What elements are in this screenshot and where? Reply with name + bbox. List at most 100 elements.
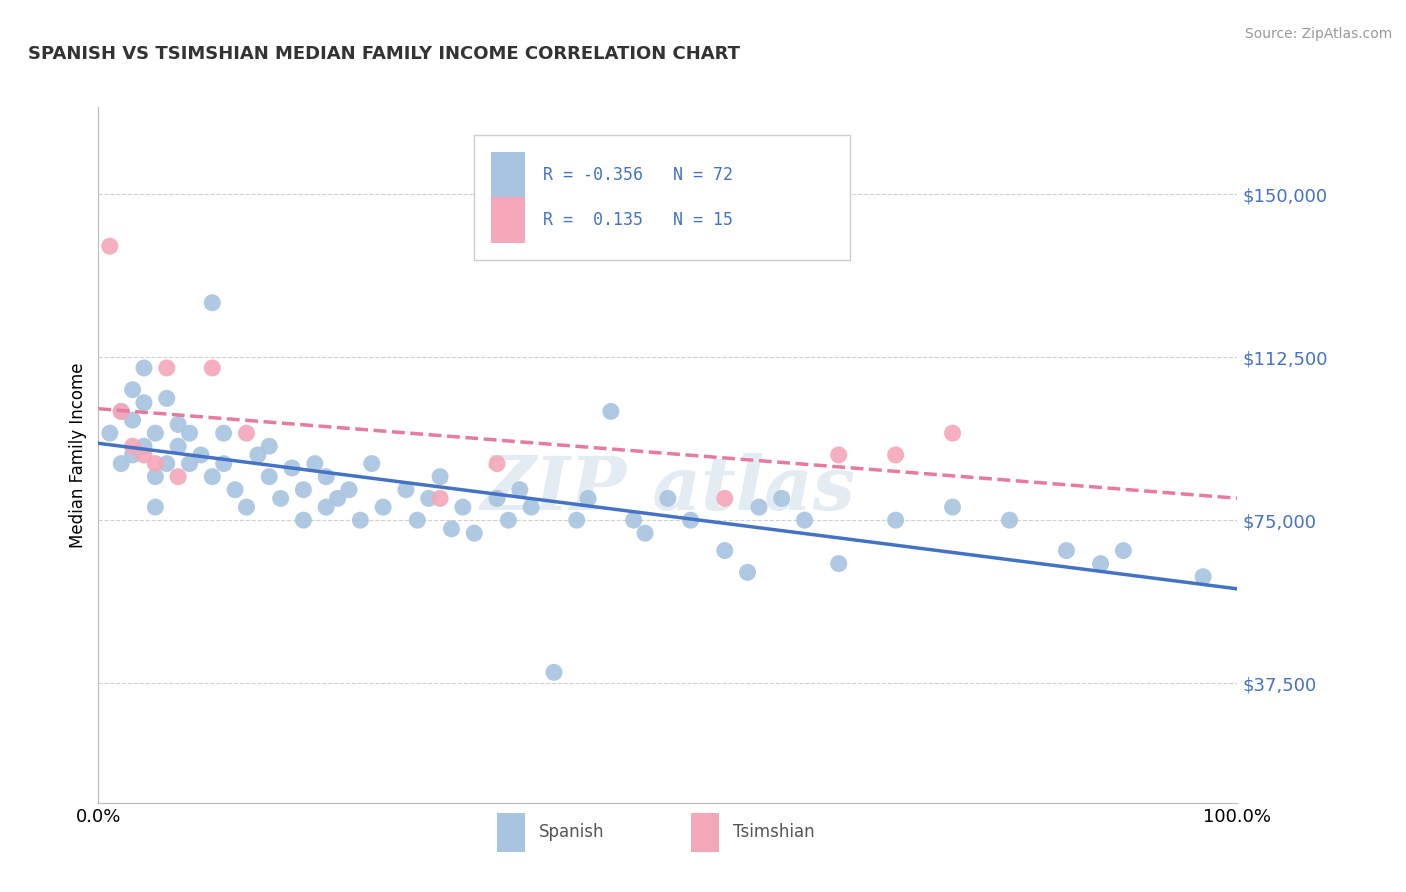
- Point: [565, 513, 588, 527]
- Point: [121, 383, 143, 397]
- Point: [110, 457, 132, 471]
- Point: [156, 457, 179, 471]
- Point: [1054, 543, 1078, 558]
- Text: Source: ZipAtlas.com: Source: ZipAtlas.com: [1244, 27, 1392, 41]
- Point: [498, 513, 520, 527]
- FancyBboxPatch shape: [498, 814, 526, 852]
- Point: [167, 469, 190, 483]
- Point: [145, 500, 167, 514]
- Point: [132, 448, 155, 462]
- Point: [406, 513, 429, 527]
- Point: [520, 500, 543, 514]
- Point: [828, 448, 851, 462]
- Point: [942, 500, 965, 514]
- Point: [942, 426, 965, 441]
- Point: [429, 491, 451, 506]
- Point: [395, 483, 418, 497]
- Point: [224, 483, 246, 497]
- Point: [451, 500, 474, 514]
- Point: [259, 469, 281, 483]
- Point: [623, 513, 645, 527]
- Point: [371, 500, 394, 514]
- Point: [337, 483, 360, 497]
- Point: [259, 439, 281, 453]
- Point: [121, 439, 143, 453]
- Point: [657, 491, 679, 506]
- Point: [190, 448, 212, 462]
- Point: [132, 395, 155, 409]
- Point: [315, 500, 337, 514]
- Point: [429, 469, 451, 483]
- Point: [132, 360, 155, 375]
- Point: [281, 461, 304, 475]
- Point: [486, 491, 509, 506]
- Point: [270, 491, 292, 506]
- Point: [246, 448, 269, 462]
- Point: [600, 404, 623, 418]
- Point: [110, 404, 132, 418]
- Text: SPANISH VS TSIMSHIAN MEDIAN FAMILY INCOME CORRELATION CHART: SPANISH VS TSIMSHIAN MEDIAN FAMILY INCOM…: [28, 45, 740, 62]
- Text: Tsimshian: Tsimshian: [733, 823, 814, 841]
- Point: [509, 483, 531, 497]
- Point: [748, 500, 770, 514]
- Point: [793, 513, 815, 527]
- Point: [543, 665, 565, 680]
- Point: [714, 543, 737, 558]
- Point: [110, 404, 132, 418]
- Point: [884, 448, 907, 462]
- Point: [156, 360, 179, 375]
- Point: [145, 469, 167, 483]
- Point: [770, 491, 793, 506]
- Point: [463, 526, 485, 541]
- Point: [292, 513, 315, 527]
- FancyBboxPatch shape: [491, 153, 526, 197]
- Point: [1090, 557, 1112, 571]
- Point: [212, 426, 235, 441]
- Text: ZIP atlas: ZIP atlas: [481, 453, 855, 526]
- Point: [156, 392, 179, 406]
- Point: [201, 295, 224, 310]
- Point: [132, 439, 155, 453]
- Point: [98, 239, 121, 253]
- Point: [714, 491, 737, 506]
- Point: [179, 426, 201, 441]
- Point: [1192, 570, 1215, 584]
- Point: [201, 469, 224, 483]
- Point: [304, 457, 326, 471]
- Point: [201, 360, 224, 375]
- FancyBboxPatch shape: [491, 197, 526, 243]
- Point: [576, 491, 599, 506]
- Y-axis label: Median Family Income: Median Family Income: [69, 362, 87, 548]
- Point: [440, 522, 463, 536]
- Point: [121, 448, 143, 462]
- Text: R = -0.356   N = 72: R = -0.356 N = 72: [543, 166, 733, 184]
- Point: [292, 483, 315, 497]
- Point: [145, 457, 167, 471]
- Point: [486, 457, 509, 471]
- Point: [235, 426, 257, 441]
- Point: [235, 500, 257, 514]
- Point: [349, 513, 371, 527]
- Point: [1112, 543, 1135, 558]
- Point: [737, 566, 759, 580]
- Point: [884, 513, 907, 527]
- Point: [828, 557, 851, 571]
- Text: R =  0.135   N = 15: R = 0.135 N = 15: [543, 211, 733, 229]
- Point: [418, 491, 440, 506]
- Point: [360, 457, 382, 471]
- Point: [145, 426, 167, 441]
- Point: [167, 417, 190, 432]
- Point: [326, 491, 349, 506]
- Point: [212, 457, 235, 471]
- Point: [121, 413, 143, 427]
- Point: [679, 513, 702, 527]
- Point: [98, 426, 121, 441]
- FancyBboxPatch shape: [690, 814, 718, 852]
- Point: [634, 526, 657, 541]
- Point: [998, 513, 1021, 527]
- Point: [315, 469, 337, 483]
- Point: [167, 439, 190, 453]
- Text: Spanish: Spanish: [538, 823, 605, 841]
- Point: [179, 457, 201, 471]
- FancyBboxPatch shape: [474, 135, 851, 260]
